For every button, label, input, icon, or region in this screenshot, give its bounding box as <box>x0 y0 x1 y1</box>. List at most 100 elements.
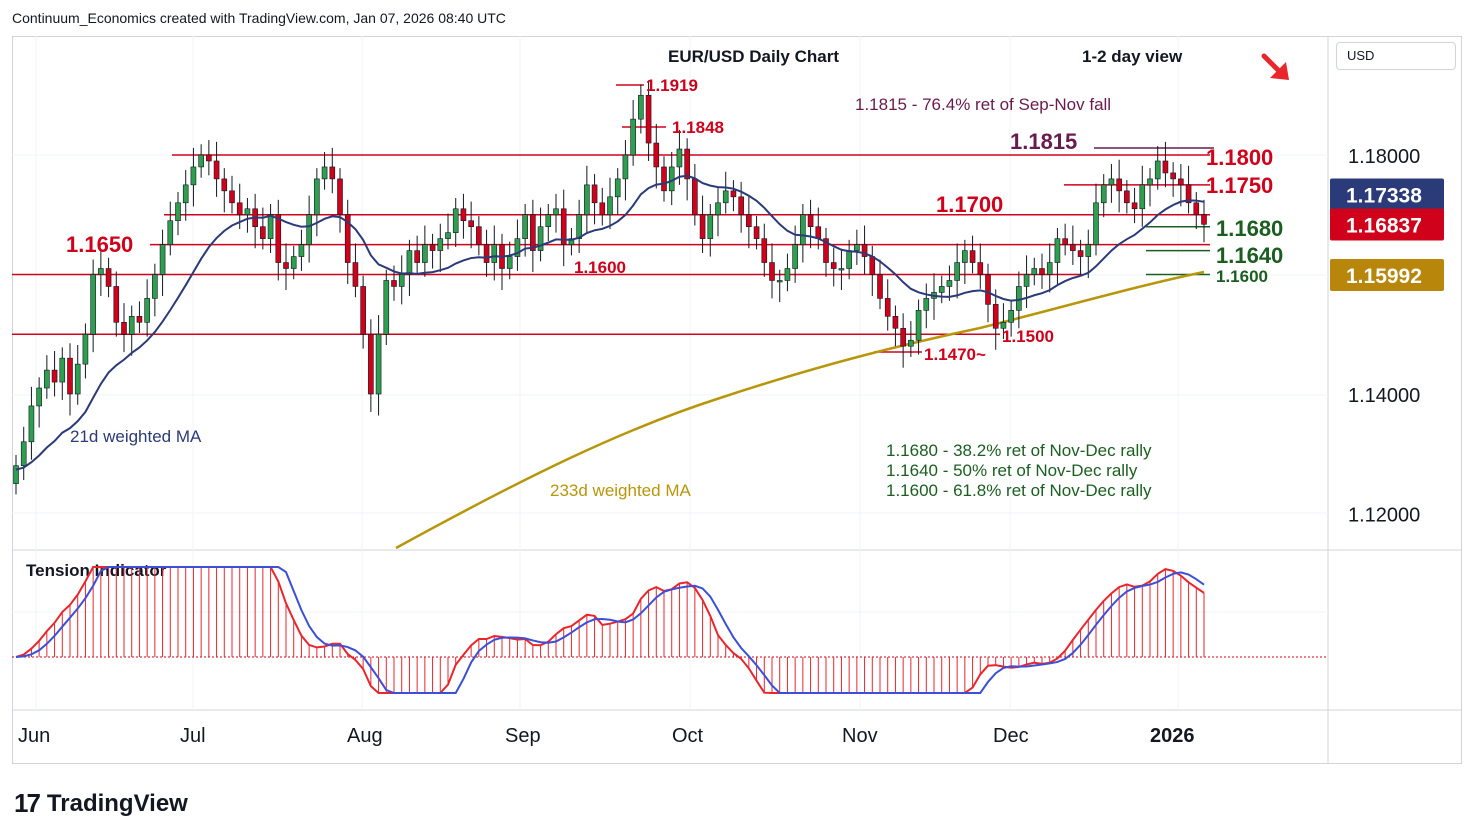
candle-body <box>545 214 552 227</box>
candle-body <box>692 178 698 216</box>
ma233-path <box>395 270 1205 550</box>
candle-body <box>761 238 768 263</box>
candle-body <box>815 226 822 239</box>
candle-body <box>892 316 899 329</box>
candle-body <box>1124 190 1130 204</box>
candle-body <box>992 304 999 329</box>
candle-body <box>645 94 652 144</box>
candle-body <box>537 226 544 251</box>
currency-selector[interactable]: USD <box>1336 42 1456 70</box>
resistance-note: 1.1815 - 76.4% ret of Sep-Nov fall <box>855 95 1111 114</box>
level-label: 1.1500 <box>1002 327 1054 346</box>
candle-body <box>553 208 559 216</box>
x-tick-label: Nov <box>842 725 878 747</box>
chart-labels: EUR/USD Daily Chart 1-2 day view 1.1815 - … <box>26 47 1283 580</box>
note-0: 1.1680 - 38.2% ret of Nov-Dec rally <box>886 441 1152 460</box>
y-tick-label: 1.14000 <box>1348 385 1420 407</box>
tradingview-logo[interactable]: 17 TradingView <box>14 788 188 819</box>
candle-body <box>298 244 305 257</box>
support-label: 1.1680 <box>1216 216 1283 241</box>
candle-body <box>722 190 729 204</box>
candle-body <box>854 244 860 251</box>
candle-body <box>275 214 282 263</box>
candle-body <box>1185 184 1192 204</box>
candle-body <box>969 250 976 263</box>
candle-body <box>1147 178 1153 186</box>
candle-body <box>337 178 343 216</box>
candle-body <box>784 268 791 281</box>
candle-body <box>128 316 135 335</box>
ma233-line <box>395 270 1205 550</box>
candle-body <box>753 226 760 239</box>
candle-body <box>159 244 166 275</box>
candle-body <box>776 280 783 283</box>
candle-body <box>1046 262 1053 275</box>
candle-body <box>391 280 397 287</box>
ma233-label: 233d weighted MA <box>550 481 691 500</box>
candle-body <box>236 202 243 216</box>
candle-body <box>1008 310 1014 323</box>
candle-body <box>422 244 428 263</box>
candle-body <box>368 333 374 395</box>
candle-body <box>1100 184 1107 204</box>
candle-body <box>946 280 953 287</box>
candle-body <box>121 321 127 335</box>
candle-body <box>962 250 968 263</box>
peak-label: 1.1815 <box>1010 129 1077 154</box>
candle-body <box>1154 160 1161 180</box>
candle-body <box>568 238 575 245</box>
tension-signal <box>15 566 1205 694</box>
candle-body <box>699 214 706 239</box>
candle-body <box>136 316 143 323</box>
note-2: 1.1600 - 61.8% ret of Nov-Dec rally <box>886 481 1152 500</box>
candle-body <box>954 262 960 281</box>
x-tick-label: 2026 <box>1150 725 1195 747</box>
candle-body <box>838 268 845 271</box>
chart-frame <box>12 36 1462 764</box>
candle-body <box>267 214 274 239</box>
candle-body <box>661 166 667 192</box>
candle-body <box>1170 172 1176 180</box>
candle-body <box>321 166 328 180</box>
candle-body <box>213 160 220 180</box>
candle-body <box>1054 238 1061 263</box>
candle-body <box>44 369 50 389</box>
candle-body <box>198 154 204 168</box>
candle-body <box>823 238 829 263</box>
candle-body <box>414 250 420 263</box>
y-tick-label: 1.12000 <box>1348 505 1420 527</box>
candle-body <box>468 220 474 228</box>
candle-body <box>144 298 150 323</box>
candle-body <box>1093 202 1099 245</box>
down-arrow-icon <box>1261 53 1289 80</box>
time-axis: Jun Jul Aug Sep Oct Nov Dec 2026 <box>18 725 1195 747</box>
tradingview-logo-icon: 17 <box>14 788 41 818</box>
candle-body <box>861 244 868 257</box>
tension-indicator <box>12 566 1328 694</box>
candle-body <box>329 166 336 180</box>
candles <box>13 80 1207 495</box>
candle-body <box>1039 268 1045 275</box>
candle-body <box>1023 274 1030 287</box>
ma21-path <box>15 174 1205 471</box>
candle-body <box>375 333 382 395</box>
candle-body <box>607 196 613 216</box>
candle-body <box>576 214 582 239</box>
candle-body <box>1077 250 1084 257</box>
chart-header: Continuum_Economics created with Trading… <box>12 10 506 26</box>
candle-body <box>483 244 490 263</box>
view-label: 1-2 day view <box>1082 47 1183 66</box>
level-label: 1.1750 <box>1206 173 1273 198</box>
candle-body <box>884 298 891 317</box>
tradingview-logo-text: TradingView <box>46 789 188 817</box>
candle-body <box>445 232 451 239</box>
ma21-label: 21d weighted MA <box>70 427 202 446</box>
candle-body <box>229 190 235 204</box>
level-label: 1.1650 <box>66 232 133 257</box>
candle-body <box>290 256 297 269</box>
candle-body <box>1178 178 1184 186</box>
x-tick-label: Oct <box>672 725 704 747</box>
candle-body <box>800 214 806 245</box>
candle-body <box>676 148 683 168</box>
